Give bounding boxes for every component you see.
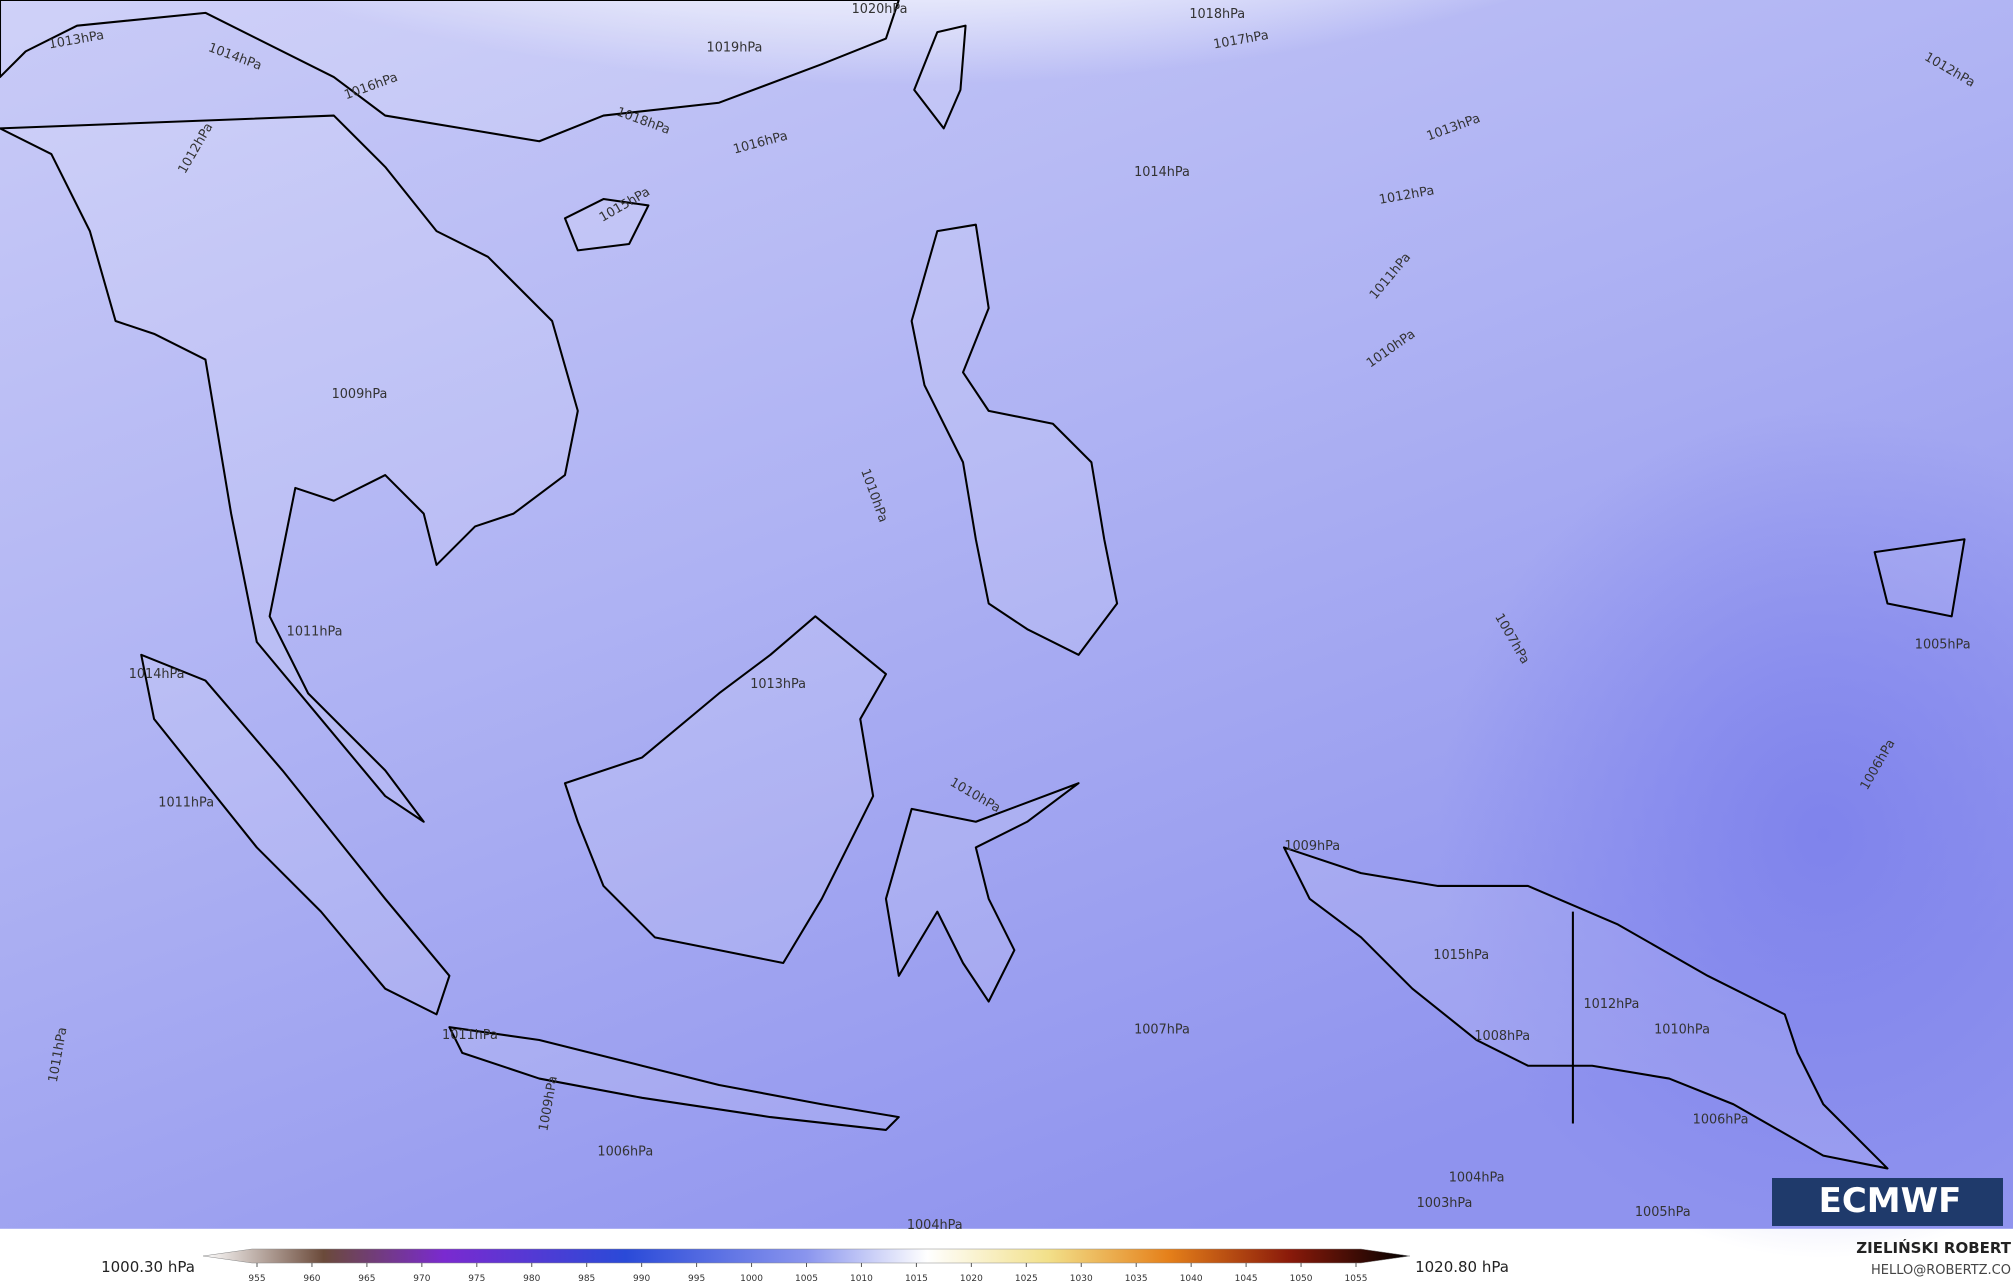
colorbar-tick-label: 1005 [795,1274,818,1284]
contact: HELLO@ROBERTZ.CO [1871,1263,2011,1278]
islands [1873,538,1966,618]
sumatra [140,653,451,1016]
colorbar-tick-label: 990 [633,1274,650,1284]
isobar-label: 1010hPa [1654,1023,1710,1038]
colorbar-tick-label: 980 [523,1274,540,1284]
isobar-label: 1015hPa [1433,948,1489,963]
isobar-label: 1008hPa [1474,1029,1530,1044]
coastlines [0,0,1966,1170]
isobar-label: 1012hPa [1584,997,1640,1012]
colorbar [202,1248,1411,1264]
colorbar-tick-label: 1035 [1125,1274,1148,1284]
java [448,1026,900,1131]
sulawesi [884,782,1080,1003]
isobar-label: 1006hPa [1693,1113,1749,1128]
taiwan [913,24,967,130]
colorbar-tick-label: 1055 [1345,1274,1368,1284]
colorbar-tick-label: 955 [248,1274,265,1284]
isobar-label: 1018hPa [1189,7,1245,22]
colorbar-tick-label: 1040 [1180,1274,1203,1284]
indochina [0,114,579,823]
ecmwf-logo: ECMWF [1819,1181,1962,1221]
colorbar-tick-label: 1000 [740,1274,763,1284]
isobar-label: 1005hPa [1635,1205,1691,1220]
legend-max: 1020.80 hPa [1415,1258,1509,1276]
high-pressure-area [0,0,1824,424]
isobar-label: 1004hPa [1449,1170,1505,1185]
ecmwf-logo-box [1772,1178,2003,1226]
philippines [910,223,1119,656]
colorbar-tick-label: 1050 [1290,1274,1313,1284]
colorbar-tick-label: 1045 [1235,1274,1258,1284]
colorbar-tick-label: 1025 [1015,1274,1038,1284]
isobar-label: 1011hPa [287,625,343,640]
colorbar-ticks: 955 960 965 970 975 980 985 990 995 1000 1005 1010 1… [248,1263,1367,1284]
colorbar-tick-label: 1010 [850,1274,873,1284]
isobar-label: 1014hPa [1134,165,1190,180]
isobar-label: 1009hPa [1284,839,1340,854]
colorbar-tick-label: 960 [303,1274,320,1284]
isobar-label: 1014hPa [129,667,185,682]
isobar-label: 1019hPa [707,40,763,55]
isobar-label: 1004hPa [907,1218,963,1233]
isobar-label: 1006hPa [597,1145,653,1160]
isobar-label: 1007hPa [1134,1023,1190,1038]
colorbar-tick-label: 965 [358,1274,375,1284]
isobar-label: 1003hPa [1417,1196,1473,1211]
new-guinea [1282,846,1889,1170]
isobar-label: 1009hPa [332,387,388,402]
colorbar-tick-label: 975 [468,1274,485,1284]
legend-min: 1000.30 hPa [101,1258,195,1276]
colorbar-tick-label: 1015 [905,1274,928,1284]
china-coast [0,0,900,143]
isobar-label: 1020hPa [852,2,908,17]
colorbar-tick-label: 1030 [1070,1274,1093,1284]
colorbar-tick-label: 970 [413,1274,430,1284]
isobar-label: 1013hPa [750,677,806,692]
isobar-label: 1011hPa [442,1028,498,1043]
legend: 1000.30 hPa 1020.80 hPa 955 960 965 970 975 9… [101,1248,1509,1284]
author: ZIELIŃSKI ROBERT [1856,1238,2011,1257]
map: 1020hPa 1018hPa1017hPa1019hPa1013hPa1014h… [0,0,2013,1259]
colorbar-tick-label: 985 [578,1274,595,1284]
low-pressure-area [1438,411,2013,1259]
borneo [563,615,887,965]
isobar-label: 1005hPa [1915,637,1971,652]
colorbar-tick-label: 995 [688,1274,705,1284]
isobar-label: 1011hPa [158,795,214,810]
hainan [563,197,650,252]
colorbar-tick-label: 1020 [960,1274,983,1284]
